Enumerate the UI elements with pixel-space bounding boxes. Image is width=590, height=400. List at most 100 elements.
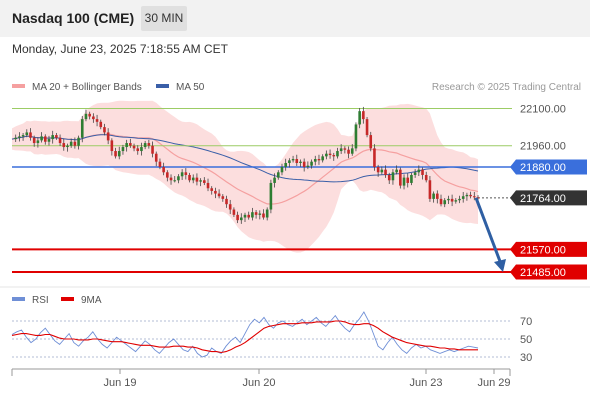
candle-body [77,137,80,146]
candle [450,194,454,207]
candle [310,159,313,169]
legend-swatch [12,84,25,88]
candle [236,211,239,224]
candle [247,211,250,220]
candle [21,132,25,141]
candle [129,138,132,148]
candle-body [217,193,221,197]
candle [454,198,458,204]
rsi-legend-swatch [61,297,74,301]
candle-body [302,161,306,167]
candle-body [180,172,184,177]
candle-body [299,161,302,163]
candle-body [21,135,25,137]
candle-body [265,209,269,218]
candle-body [362,111,365,120]
candle-body [88,113,91,117]
candle-body [125,143,128,148]
candle [339,144,343,154]
candle [295,154,299,166]
rsi-tick-label: 30 [520,352,532,364]
candle [306,161,310,170]
candle [391,169,395,185]
candle [73,137,77,149]
candle-body [80,119,84,138]
candle [36,137,40,148]
candle-body [240,217,243,221]
candle [47,135,51,146]
timestamp: Monday, June 23, 2025 7:18:55 AM CET [12,42,228,56]
candle [180,169,184,181]
candle [14,134,17,142]
candle [299,159,302,167]
candle-body [384,169,387,175]
candle [43,134,47,145]
candle [132,143,136,152]
candle [251,207,254,221]
candle-body [232,209,236,215]
candle [254,210,258,219]
candle [447,195,450,204]
bollinger-band-area [12,100,478,253]
candle [151,141,154,158]
candle [99,119,103,130]
candle-body [262,213,265,218]
candle-body [225,198,228,205]
candle [262,209,265,220]
candle-body [243,214,247,218]
candle [147,139,151,149]
candle-body [106,132,110,141]
candle-body [395,169,398,173]
candle [121,144,125,155]
candle [32,135,36,147]
candle [343,146,347,154]
level-tag-support: 21570.00 [510,241,587,257]
candle-body [447,198,450,201]
candle [95,114,99,127]
candle [384,165,387,178]
candle-body [295,159,299,163]
candle [350,144,354,156]
candle [169,174,173,185]
candle [288,158,291,168]
candle [217,189,221,199]
level-label: 21485.00 [520,267,566,279]
candle [240,213,243,224]
candle [280,163,284,176]
instrument-title: Nasdaq 100 (CME) [12,10,135,26]
candle-body [391,172,395,181]
candle-body [380,169,384,173]
candle [69,138,73,148]
candle-body [276,172,280,178]
candle [84,109,88,122]
candle [276,170,280,180]
candle-body [36,140,40,144]
candle [66,143,69,152]
candle-body [306,165,310,167]
candle [395,165,398,175]
candle [228,199,232,215]
candle [184,168,188,180]
candle [321,154,324,163]
candle-body [310,161,313,166]
candle-body [103,127,106,133]
candle-body [476,197,480,199]
candle [376,164,380,177]
timeframe-button[interactable]: 30 MIN [141,6,187,31]
candle [110,138,114,156]
candle-body [443,200,447,205]
chart-header: Nasdaq 100 (CME) 30 MIN [0,0,590,37]
candle-body [25,132,29,136]
candle-body [347,149,350,154]
candle-body [69,141,73,146]
forecast-arrow-head [494,259,506,272]
candle-body [62,143,66,148]
candle [51,130,54,144]
rsi-line [11,311,479,358]
candle [269,179,273,214]
candle [206,178,210,192]
candle [210,186,214,195]
candle [195,173,199,186]
candle [154,151,158,167]
